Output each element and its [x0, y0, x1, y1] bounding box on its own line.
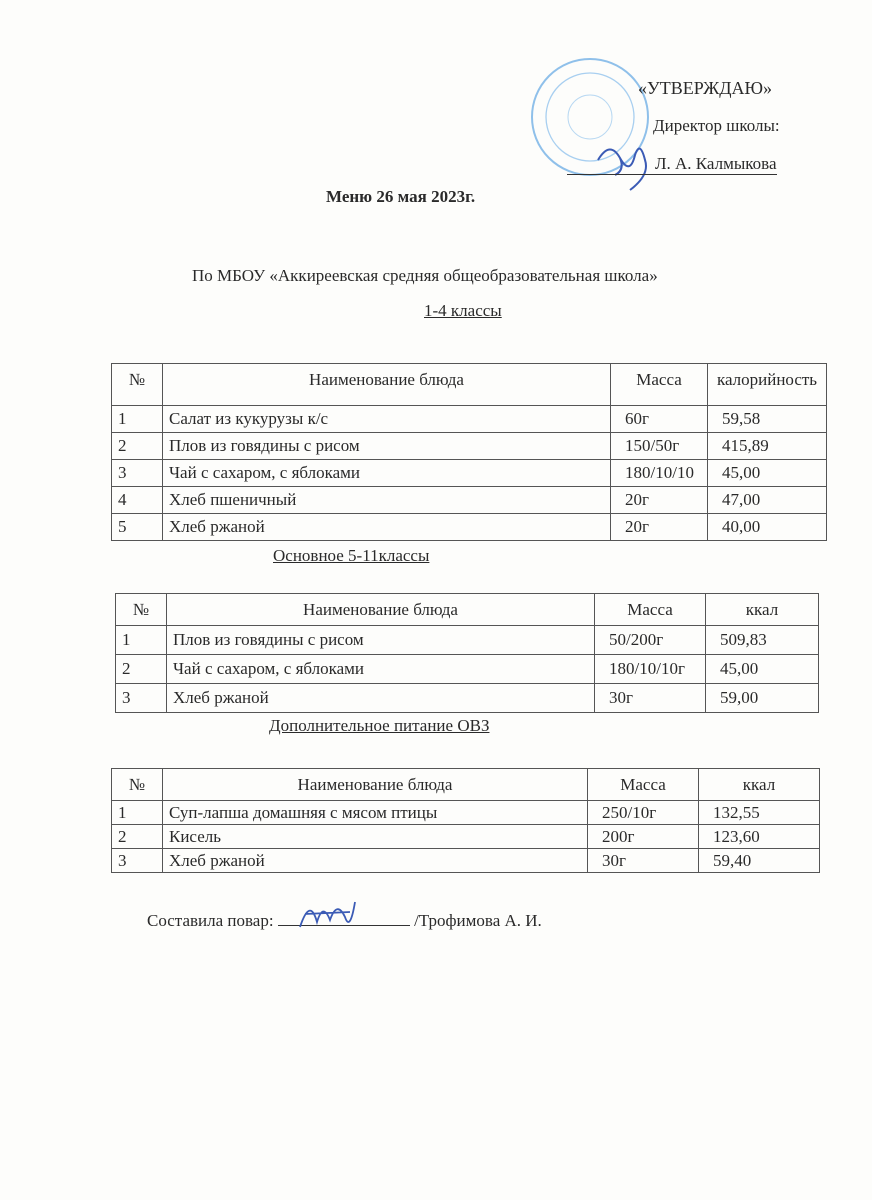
- col-number: №: [115, 593, 167, 626]
- row-number: 2: [111, 432, 163, 460]
- dish-calories: 59,58: [707, 405, 827, 433]
- row-number: 3: [115, 683, 167, 713]
- dish-calories: 509,83: [705, 625, 819, 655]
- dish-mass: 180/10/10г: [594, 654, 706, 684]
- col-dish: Наименование блюда: [166, 593, 595, 626]
- dish-mass: 20г: [610, 513, 708, 541]
- col-calories: калорийность: [707, 363, 827, 406]
- menu-table-5-11: № Наименование блюда Масса ккал 1 Плов из…: [115, 593, 819, 713]
- dish-calories: 47,00: [707, 486, 827, 514]
- row-number: 1: [111, 405, 163, 433]
- section3-heading: Дополнительное питание ОВЗ: [269, 716, 490, 735]
- dish-name: Салат из кукурузы к/с: [162, 405, 611, 433]
- footer-signature-line: Составила повар: /Трофимова А. И.: [147, 911, 542, 931]
- dish-mass: 60г: [610, 405, 708, 433]
- dish-mass: 20г: [610, 486, 708, 514]
- row-number: 2: [111, 824, 163, 849]
- menu-table-1-4: № Наименование блюда Масса калорийность …: [111, 363, 827, 541]
- dish-calories: 59,40: [698, 848, 820, 873]
- dish-calories: 59,00: [705, 683, 819, 713]
- row-number: 4: [111, 486, 163, 514]
- dish-mass: 200г: [587, 824, 699, 849]
- dish-mass: 30г: [587, 848, 699, 873]
- menu-table-ovz: № Наименование блюда Масса ккал 1 Суп-лап…: [111, 768, 820, 873]
- dish-name: Хлеб пшеничный: [162, 486, 611, 514]
- table-header: № Наименование блюда Масса ккал: [111, 768, 820, 801]
- table-row: 1 Салат из кукурузы к/с 60г 59,58: [111, 405, 827, 433]
- approval-signatory: Л. А. Калмыкова: [567, 154, 777, 175]
- dish-calories: 415,89: [707, 432, 827, 460]
- dish-name: Хлеб ржаной: [162, 848, 588, 873]
- dish-mass: 50/200г: [594, 625, 706, 655]
- table-row: 3 Хлеб ржаной 30г 59,00: [115, 683, 819, 713]
- dish-name: Хлеб ржаной: [162, 513, 611, 541]
- school-name: По МБОУ «Аккиреевская средняя общеобразо…: [192, 266, 658, 285]
- dish-name: Хлеб ржаной: [166, 683, 595, 713]
- col-dish: Наименование блюда: [162, 363, 611, 406]
- table-row: 4 Хлеб пшеничный 20г 47,00: [111, 486, 827, 514]
- col-kcal: ккал: [698, 768, 820, 801]
- row-number: 5: [111, 513, 163, 541]
- table-row: 3 Хлеб ржаной 30г 59,40: [111, 848, 820, 873]
- col-dish: Наименование блюда: [162, 768, 588, 801]
- col-kcal: ккал: [705, 593, 819, 626]
- dish-name: Плов из говядины с рисом: [162, 432, 611, 460]
- cook-label: Составила повар:: [147, 911, 274, 930]
- dish-name: Суп-лапша домашняя с мясом птицы: [162, 800, 588, 825]
- col-number: №: [111, 363, 163, 406]
- table-row: 3 Чай с сахаром, с яблоками 180/10/10 45,00: [111, 459, 827, 487]
- dish-calories: 123,60: [698, 824, 820, 849]
- row-number: 1: [111, 800, 163, 825]
- dish-calories: 45,00: [707, 459, 827, 487]
- col-mass: Масса: [587, 768, 699, 801]
- table-header: № Наименование блюда Масса калорийность: [111, 363, 827, 406]
- table-row: 2 Плов из говядины с рисом 150/50г 415,89: [111, 432, 827, 460]
- dish-name: Плов из говядины с рисом: [166, 625, 595, 655]
- row-number: 3: [111, 459, 163, 487]
- col-mass: Масса: [594, 593, 706, 626]
- dish-calories: 45,00: [705, 654, 819, 684]
- table-row: 1 Суп-лапша домашняя с мясом птицы 250/10г…: [111, 800, 820, 825]
- table-header: № Наименование блюда Масса ккал: [115, 593, 819, 626]
- row-number: 1: [115, 625, 167, 655]
- col-number: №: [111, 768, 163, 801]
- dish-calories: 40,00: [707, 513, 827, 541]
- page-title: Меню 26 мая 2023г.: [326, 187, 476, 206]
- dish-calories: 132,55: [698, 800, 820, 825]
- table-row: 5 Хлеб ржаной 20г 40,00: [111, 513, 827, 541]
- school-stamp: [531, 58, 649, 176]
- col-mass: Масса: [610, 363, 708, 406]
- section1-heading: 1-4 классы: [424, 301, 502, 320]
- table-row: 2 Кисель 200г 123,60: [111, 824, 820, 849]
- cook-signature: [299, 901, 356, 928]
- dish-mass: 180/10/10: [610, 459, 708, 487]
- row-number: 3: [111, 848, 163, 873]
- row-number: 2: [115, 654, 167, 684]
- dish-name: Чай с сахаром, с яблоками: [162, 459, 611, 487]
- table-row: 1 Плов из говядины с рисом 50/200г 509,83: [115, 625, 819, 655]
- table-row: 2 Чай с сахаром, с яблоками 180/10/10г 45,0…: [115, 654, 819, 684]
- dish-name: Чай с сахаром, с яблоками: [166, 654, 595, 684]
- cook-name: /Трофимова А. И.: [414, 911, 542, 930]
- approval-title: «УТВЕРЖДАЮ»: [638, 78, 773, 98]
- dish-mass: 250/10г: [587, 800, 699, 825]
- section2-heading: Основное 5-11классы: [273, 546, 430, 565]
- dish-mass: 150/50г: [610, 432, 708, 460]
- dish-name: Кисель: [162, 824, 588, 849]
- dish-mass: 30г: [594, 683, 706, 713]
- approval-position: Директор школы:: [653, 116, 780, 135]
